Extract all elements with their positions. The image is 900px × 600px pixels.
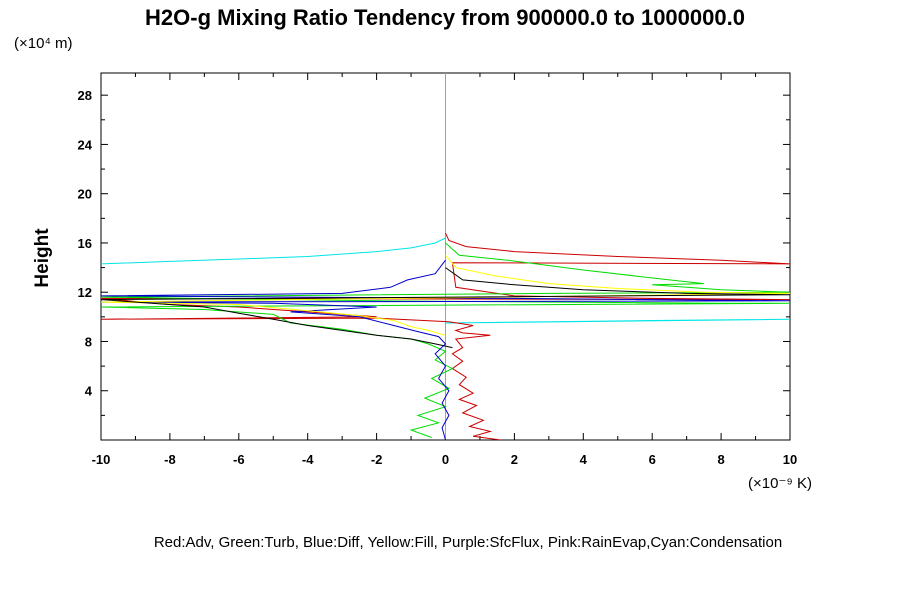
x-tick-label: -4 — [302, 452, 314, 467]
x-tick-label: -10 — [92, 452, 111, 467]
series-lines — [101, 73, 790, 440]
x-tick-label: 8 — [717, 452, 724, 467]
y-axis-unit: (×10⁴ m) — [14, 35, 73, 52]
x-tick-label: -8 — [164, 452, 176, 467]
x-tick-label: 2 — [511, 452, 518, 467]
series-line-4 — [101, 254, 790, 336]
x-axis-unit: (×10⁻⁹ K) — [748, 475, 812, 492]
y-tick-label: 28 — [78, 88, 92, 103]
series-line-2 — [101, 242, 790, 438]
x-tick-label: 10 — [783, 452, 797, 467]
y-tick-label: 24 — [78, 137, 93, 152]
x-tick-label: -2 — [371, 452, 383, 467]
y-axis-label: Height — [32, 228, 53, 288]
y-tick-label: 4 — [85, 384, 93, 399]
x-tick-label: 0 — [442, 452, 449, 467]
chart-title: H2O-g Mixing Ratio Tendency from 900000.… — [145, 5, 745, 30]
series-line-3 — [101, 259, 790, 440]
series-line-0 — [101, 73, 790, 440]
y-tick-label: 20 — [78, 187, 92, 202]
x-tick-labels: -10 -8 -6 -4 -2 0 2 4 6 8 10 — [92, 452, 798, 467]
x-tick-label: -6 — [233, 452, 245, 467]
y-tick-labels: 4 8 12 16 20 24 28 — [78, 88, 93, 399]
y-tick-label: 16 — [78, 236, 92, 251]
y-tick-label: 12 — [78, 285, 92, 300]
x-tick-label: 6 — [649, 452, 656, 467]
series-line-5 — [101, 267, 790, 349]
y-tick-label: 8 — [85, 334, 92, 349]
legend-text: Red:Adv, Green:Turb, Blue:Diff, Yellow:F… — [154, 534, 782, 551]
series-line-1 — [101, 232, 790, 440]
x-tick-label: 4 — [580, 452, 588, 467]
